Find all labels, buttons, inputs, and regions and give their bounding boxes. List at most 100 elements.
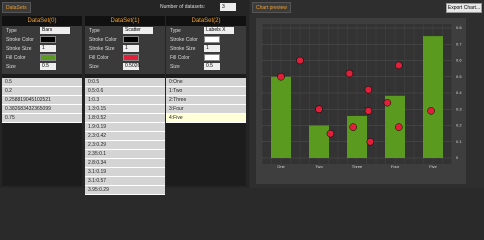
data-row[interactable]: 1:Two (166, 87, 246, 96)
data-row[interactable]: 1.8:0.52 (85, 114, 165, 123)
y-tick-label: 0.6 (456, 58, 462, 63)
data-row[interactable]: 0.75 (2, 114, 82, 123)
data-row[interactable]: 0.2 (2, 87, 82, 96)
data-row[interactable]: 1.3:0.15 (85, 105, 165, 114)
data-row[interactable]: 3.1:0.57 (85, 177, 165, 186)
point (326, 129, 335, 138)
point (364, 107, 373, 115)
dataset-title: DataSet(1) (85, 16, 165, 26)
bar (309, 125, 329, 158)
bar (423, 36, 443, 158)
x-tick-label: Five (429, 164, 437, 169)
point (395, 123, 403, 131)
count-input[interactable]: 3 (220, 3, 236, 11)
property-label: Size (6, 64, 16, 70)
data-row[interactable]: 0.5 (2, 78, 82, 87)
property-field[interactable]: Scatter (123, 27, 153, 34)
point (427, 107, 435, 115)
y-tick-label: 0.4 (456, 90, 462, 95)
dataset-rows: 0:0.5 0.5:0.6 1:0.3 1.3:0.15 1.8:0.52 1.9:0.1… (85, 78, 165, 195)
datasets-panel: DataSets Number of datasets: 3 DataSet(0… (0, 0, 249, 195)
point (315, 105, 323, 113)
data-row[interactable]: 0.258819045102521 (2, 96, 82, 105)
data-row[interactable]: 0:0.5 (85, 78, 165, 87)
data-row[interactable]: 0.382683432365099 (2, 105, 82, 114)
dataset-rows: 0:One 1:Two 2:Three 3:Four 4:Five (166, 78, 246, 123)
data-row[interactable]: 1.9:0.19 (85, 123, 165, 132)
dataset-column: DataSet(1) Type Stroke Color Stroke Size Fil… (85, 16, 165, 195)
dataset-properties: Type Stroke Color Stroke Size Fill Color Siz… (166, 26, 246, 74)
dataset-title: DataSet(0) (2, 16, 82, 26)
point (349, 123, 357, 131)
datasets-tab[interactable]: DataSets (2, 2, 31, 13)
data-row[interactable]: 2.3:0.42 (85, 132, 165, 141)
property-field[interactable] (40, 36, 56, 43)
property-label: Stroke Color (89, 37, 117, 43)
data-row[interactable]: 3:Four (166, 105, 246, 114)
property-field[interactable]: 0.5 (40, 63, 56, 70)
property-field[interactable] (123, 36, 139, 43)
y-tick-label: 0.8 (456, 25, 462, 30)
property-label: Fill Color (170, 55, 190, 61)
y-tick-label: 0.3 (456, 106, 462, 111)
dataset-rows: 0.5 0.2 0.258819045102521 0.382683432365099… (2, 78, 82, 123)
point (395, 61, 403, 70)
data-row[interactable]: 2.8:0.34 (85, 159, 165, 168)
data-row[interactable]: 0.5:0.6 (85, 87, 165, 96)
data-row[interactable]: 2:Three (166, 96, 246, 105)
x-tick-label: Two (315, 164, 323, 169)
point (277, 73, 285, 81)
data-row[interactable]: 2.35:0.1 (85, 150, 165, 159)
property-field[interactable] (204, 36, 220, 43)
property-field[interactable] (204, 54, 220, 61)
property-label: Size (89, 64, 99, 70)
export-button[interactable]: Export Chart... (446, 3, 482, 13)
property-label: Type (6, 28, 17, 34)
property-field[interactable] (123, 54, 139, 61)
x-tick-label: One (277, 164, 285, 169)
dataset-properties: Type Stroke Color Stroke Size Fill Color Siz… (85, 26, 165, 74)
property-field[interactable]: 1 (204, 45, 220, 52)
data-row[interactable]: 2.3:0.29 (85, 141, 165, 150)
x-tick-label: Four (391, 164, 400, 169)
bar (385, 95, 405, 158)
property-label: Stroke Size (6, 46, 32, 52)
property-label: Type (89, 28, 100, 34)
property-label: Type (170, 28, 181, 34)
app: DataSets Number of datasets: 3 DataSet(0… (0, 0, 484, 195)
property-label: Stroke Size (89, 46, 115, 52)
property-field[interactable]: 1 (40, 45, 56, 52)
property-field[interactable]: Bars (40, 27, 70, 34)
point (296, 56, 304, 65)
property-field[interactable]: Labels X (204, 27, 234, 34)
property-label: Stroke Color (170, 37, 198, 43)
data-row[interactable]: 3.1:0.19 (85, 168, 165, 177)
bar (347, 115, 367, 158)
chart: 0 0.1 0.2 0.3 0.4 0.5 0.6 0.7 0.8 One Two Three Four… (256, 18, 466, 184)
y-tick-label: 0.5 (456, 74, 462, 79)
y-tick-label: 0.2 (456, 123, 462, 128)
point (366, 138, 375, 146)
preview-tab[interactable]: Chart preview (252, 2, 291, 13)
property-label: Fill Color (89, 55, 109, 61)
property-label: Size (170, 64, 180, 70)
property-label: Stroke Color (6, 37, 34, 43)
data-row[interactable]: 0:One (166, 78, 246, 87)
property-field[interactable]: 1 (123, 45, 139, 52)
data-row[interactable]: 1:0.3 (85, 96, 165, 105)
x-tick-label: Three (352, 164, 363, 169)
bar (271, 76, 291, 158)
point (383, 99, 392, 107)
y-tick-label: 0.1 (456, 139, 462, 144)
dataset-column: DataSet(0) Type Stroke Color Stroke Size Fil… (2, 16, 82, 186)
data-row[interactable]: 3.95:0.29 (85, 186, 165, 195)
property-field[interactable]: 0.5 (204, 63, 220, 70)
dataset-title: DataSet(2) (166, 16, 246, 26)
count-label: Number of datasets: (160, 4, 206, 10)
property-field[interactable] (40, 54, 56, 61)
dataset-properties: Type Stroke Color Stroke Size Fill Color Siz… (2, 26, 82, 74)
property-field[interactable]: 0.5026 (123, 63, 141, 70)
point (345, 69, 354, 78)
property-label: Stroke Size (170, 46, 196, 52)
data-row[interactable]: 4:Five (166, 114, 246, 123)
